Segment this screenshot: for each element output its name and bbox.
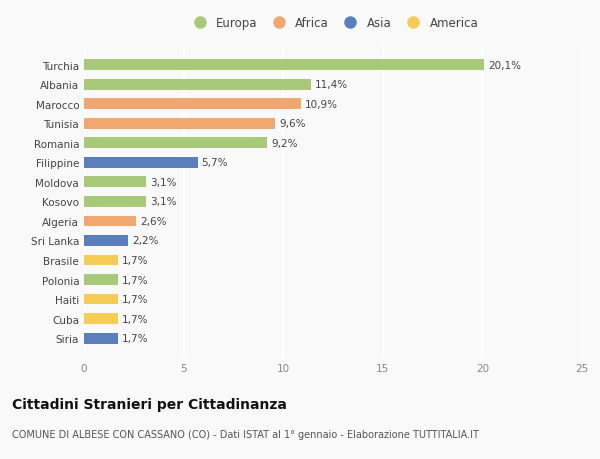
Text: 3,1%: 3,1% xyxy=(150,197,176,207)
Bar xyxy=(84,196,146,207)
Text: 5,7%: 5,7% xyxy=(202,158,228,168)
Text: 10,9%: 10,9% xyxy=(305,100,338,109)
Bar xyxy=(84,274,118,285)
Bar xyxy=(84,157,197,168)
Bar xyxy=(84,333,118,344)
Text: 9,6%: 9,6% xyxy=(279,119,306,129)
Text: 1,7%: 1,7% xyxy=(122,334,148,343)
Text: 2,2%: 2,2% xyxy=(132,236,158,246)
Bar xyxy=(84,138,267,149)
Bar xyxy=(84,216,136,227)
Bar xyxy=(84,313,118,325)
Bar xyxy=(84,255,118,266)
Text: 1,7%: 1,7% xyxy=(122,295,148,304)
Text: Cittadini Stranieri per Cittadinanza: Cittadini Stranieri per Cittadinanza xyxy=(12,397,287,411)
Text: 20,1%: 20,1% xyxy=(488,61,521,70)
Text: 2,6%: 2,6% xyxy=(140,217,166,226)
Bar xyxy=(84,294,118,305)
Text: 1,7%: 1,7% xyxy=(122,314,148,324)
Legend: Europa, Africa, Asia, America: Europa, Africa, Asia, America xyxy=(188,17,478,30)
Bar xyxy=(84,177,146,188)
Text: 1,7%: 1,7% xyxy=(122,256,148,265)
Text: 9,2%: 9,2% xyxy=(271,139,298,148)
Text: COMUNE DI ALBESE CON CASSANO (CO) - Dati ISTAT al 1° gennaio - Elaborazione TUTT: COMUNE DI ALBESE CON CASSANO (CO) - Dati… xyxy=(12,429,479,439)
Bar xyxy=(84,60,484,71)
Bar xyxy=(84,235,128,246)
Bar xyxy=(84,99,301,110)
Bar xyxy=(84,118,275,129)
Text: 1,7%: 1,7% xyxy=(122,275,148,285)
Text: 3,1%: 3,1% xyxy=(150,178,176,187)
Bar xyxy=(84,79,311,90)
Text: 11,4%: 11,4% xyxy=(315,80,348,90)
